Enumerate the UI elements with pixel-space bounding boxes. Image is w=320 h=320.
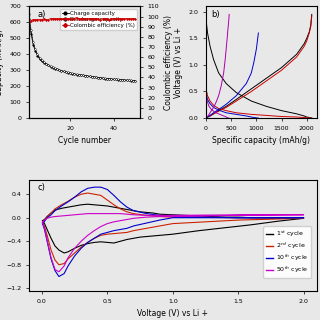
Text: b): b) (212, 10, 220, 19)
Y-axis label: Voltage (V) vs Li +: Voltage (V) vs Li + (174, 27, 183, 98)
X-axis label: Specific capacity (mAh/g): Specific capacity (mAh/g) (212, 136, 310, 145)
X-axis label: Cycle number: Cycle number (58, 136, 111, 145)
Legend: 1$^{st}$ cycle, 2$^{nd}$ cycle, 10$^{th}$ cycle, 50$^{th}$ cycle: 1$^{st}$ cycle, 2$^{nd}$ cycle, 10$^{th}… (263, 226, 311, 278)
Text: c): c) (37, 183, 45, 192)
X-axis label: Voltage (V) vs Li +: Voltage (V) vs Li + (137, 309, 208, 318)
Text: a): a) (38, 10, 46, 19)
Y-axis label: Capacity (mAh/g): Capacity (mAh/g) (0, 29, 4, 96)
Y-axis label: Ampere (mA): Ampere (mA) (0, 210, 1, 261)
Legend: Charge capacity, Discharge capacity, Colombic efficiency (%): Charge capacity, Discharge capacity, Col… (60, 9, 137, 30)
Y-axis label: Coulombic efficiency (%): Coulombic efficiency (%) (164, 15, 173, 110)
